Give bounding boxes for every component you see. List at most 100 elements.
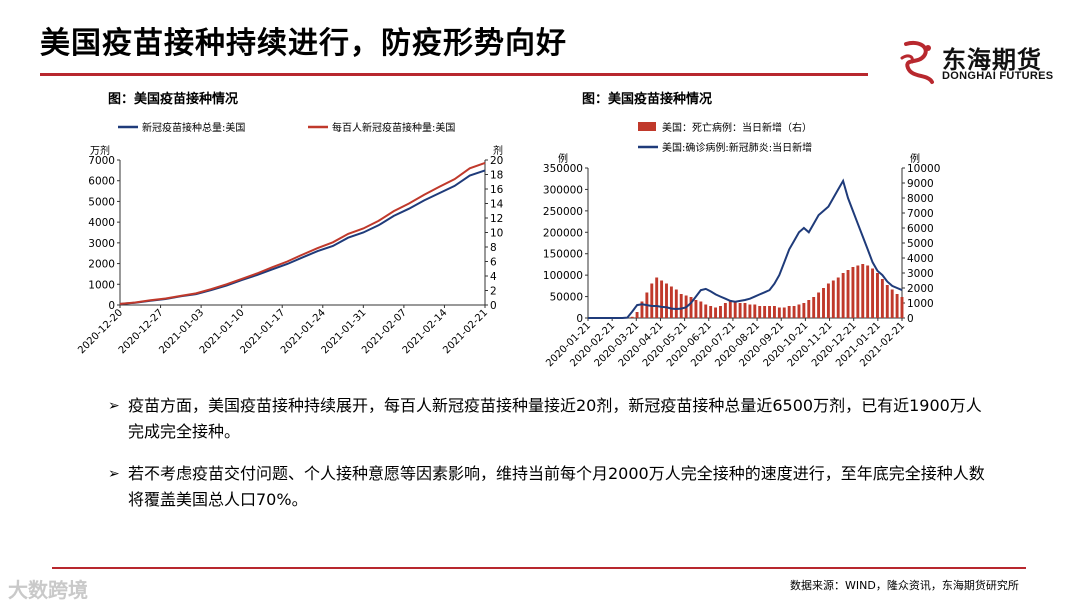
death-bar [753,304,757,318]
death-bar [802,303,806,318]
right-tick-label: 6 [490,257,497,269]
right-tick-label: 1000 [907,298,934,310]
death-bar [640,301,644,318]
right-tick-label: 18 [490,170,503,182]
left-tick-label: 7000 [88,155,115,167]
death-bar [709,306,713,318]
right-tick-label: 4 [490,271,497,283]
death-bar [782,307,786,318]
chart1-title: 图：美国疫苗接种情况 [108,92,239,107]
death-bar [807,300,811,318]
death-bar [714,307,718,318]
right-tick-label: 0 [907,313,914,325]
death-bar [866,265,870,318]
right-tick-label: 10000 [907,163,940,175]
death-bar [900,297,904,318]
death-bar [871,268,875,318]
right-tick-label: 2 [490,286,497,298]
death-bar [861,264,865,318]
death-bar [669,286,673,318]
arrow-bullet-icon: ➢ [108,466,120,482]
death-bar [699,301,703,318]
death-bar [856,265,860,318]
death-bar [635,312,639,318]
death-bar [876,273,879,318]
death-bar [885,285,889,318]
left-tick-label: 0 [576,313,583,325]
death-bar [630,316,634,318]
death-bar [689,297,693,318]
bullet-projection: ➢ 若不考虑疫苗交付问题、个人接种意愿等因素影响，维持当前每个月2000万人完全… [108,461,988,513]
logo-text-en: DONGHAI FUTURES [942,70,1054,82]
left-tick-label: 4000 [88,217,115,229]
right-tick-label: 8000 [907,193,934,205]
arrow-bullet-icon: ➢ [108,398,120,414]
right-tick-label: 6000 [907,223,934,235]
death-bar [723,303,727,318]
right-tick-label: 0 [490,300,497,312]
death-bar [846,270,850,318]
series-line [119,161,486,305]
left-tick-label: 1000 [88,279,115,291]
death-bar [831,280,835,318]
death-bar [836,277,840,318]
death-bar [772,306,776,318]
right-tick-label: 7000 [907,208,934,220]
death-bar [758,306,762,318]
legend-label: 美国:确诊病例:新冠肺炎:当日新增 [662,141,812,154]
death-bar [890,289,894,318]
right-tick-label: 20 [490,155,503,167]
right-tick-label: 2000 [907,283,934,295]
death-bar [777,307,781,318]
legend-label: 美国：死亡病例：当日新增（右） [662,121,812,134]
right-tick-label: 4000 [907,253,934,265]
death-bar [817,292,821,318]
death-bar [763,306,767,318]
left-tick-label: 200000 [543,227,583,239]
death-bar [748,304,752,318]
left-tick-label: 5000 [88,196,115,208]
chart2-title: 图：美国疫苗接种情况 [582,92,713,107]
series-line [119,169,486,305]
death-bar [787,306,791,318]
death-bar [728,300,732,318]
right-tick-label: 3000 [907,268,934,280]
data-source: 数据来源：WIND，隆众资讯，东海期货研究所 [790,579,1019,592]
right-tick-label: 14 [490,199,504,211]
death-bar [665,283,668,318]
death-bar [704,304,708,318]
death-bar [851,267,855,318]
death-bar [674,289,678,318]
death-bar [650,283,654,318]
death-bar [792,306,796,318]
left-tick-label: 0 [108,300,115,312]
commentary: ➢ 疫苗方面，美国疫苗接种持续展开，每百人新冠疫苗接种量接近20剂，新冠疫苗接种… [108,393,988,529]
left-tick-label: 3000 [88,238,115,250]
legend-label: 每百人新冠疫苗接种量:美国 [332,121,455,134]
legend-swatch [638,122,656,131]
death-bar [841,273,845,318]
death-bar [826,283,830,318]
left-tick-label: 250000 [543,206,583,218]
right-axis-unit: 剂 [493,144,503,157]
series-line [588,178,903,319]
right-tick-label: 9000 [907,178,934,190]
death-bar [719,306,722,318]
title-divider [40,73,868,76]
legend-label: 新冠疫苗接种总量:美国 [142,121,245,134]
page-title: 美国疫苗接种持续进行，防疫形势向好 [40,26,567,61]
death-bar [743,303,747,318]
death-bar [694,300,698,318]
left-tick-label: 300000 [543,184,583,196]
left-tick-label: 6000 [88,176,115,188]
right-tick-label: 10 [490,228,503,240]
bullet-vaccine-progress: ➢ 疫苗方面，美国疫苗接种持续展开，每百人新冠疫苗接种量接近20剂，新冠疫苗接种… [108,393,988,445]
death-bar [679,294,683,318]
left-axis-unit: 例 [558,152,568,165]
right-axis-unit: 例 [910,152,920,165]
death-bar [660,280,664,318]
death-bar [738,303,742,318]
death-bar [733,301,737,318]
death-bar [822,288,825,318]
